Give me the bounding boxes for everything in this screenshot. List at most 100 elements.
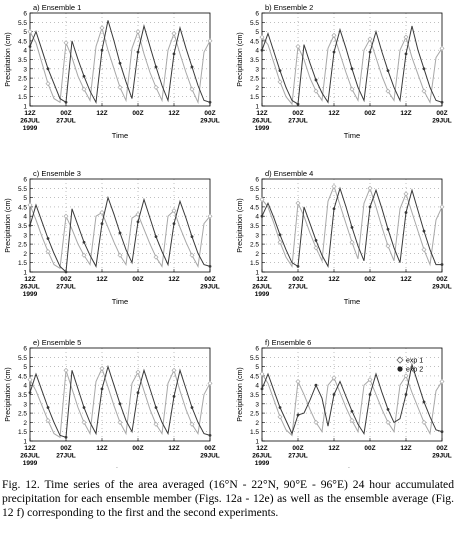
- y-tick-label: 2: [23, 251, 27, 258]
- data-point-exp1: [45, 418, 51, 424]
- y-tick-label: 4.5: [250, 373, 259, 380]
- y-tick-label: 2: [255, 251, 259, 258]
- x-tick-label: 12Z: [256, 110, 267, 117]
- data-point-exp1: [135, 29, 141, 35]
- data-point-exp1: [403, 191, 409, 197]
- data-point-exp1: [277, 79, 283, 85]
- data-point-exp2: [278, 233, 282, 237]
- data-point-exp2: [136, 220, 140, 224]
- y-tick-label: 3: [23, 66, 27, 73]
- y-tick-label: 6: [255, 177, 259, 184]
- y-tick-label: 2: [255, 420, 259, 427]
- panel-5: 11.522.533.544.555.5612Z26JUL199900Z27JU…: [5, 338, 220, 468]
- y-tick-label: 5: [23, 364, 27, 371]
- y-tick-label: 1: [255, 104, 259, 111]
- x-tick-label: 12Z: [168, 276, 179, 283]
- y-tick-label: 3: [23, 401, 27, 408]
- data-point-exp1: [439, 378, 445, 384]
- data-point-exp1: [117, 419, 123, 425]
- y-tick-label: 1: [255, 270, 259, 277]
- y-tick-label: 5: [255, 364, 259, 371]
- y-tick-label: 4.5: [18, 204, 27, 211]
- data-point-exp2: [404, 211, 408, 214]
- y-tick-label: 2: [23, 85, 27, 92]
- data-point-exp2: [422, 229, 426, 233]
- y-tick-label: 3: [255, 232, 259, 239]
- data-point-exp1: [313, 88, 319, 94]
- x-axis-label: Time: [344, 297, 360, 306]
- data-point-exp1: [81, 252, 87, 258]
- data-point-exp1: [277, 414, 283, 420]
- data-point-exp2: [82, 74, 86, 78]
- data-point-exp1: [259, 196, 265, 202]
- data-point-exp1: [153, 254, 159, 260]
- x-axis-label: Time: [344, 466, 360, 468]
- x-tick-label: 12Z: [328, 276, 339, 283]
- data-point-exp1: [277, 239, 283, 245]
- data-point-exp1: [45, 81, 51, 87]
- data-point-exp1: [331, 375, 337, 381]
- figure-12: 11.522.533.544.555.5612Z26JUL199900Z27JU…: [5, 3, 452, 468]
- data-point-exp2: [64, 270, 68, 274]
- y-tick-label: 3: [255, 66, 259, 73]
- y-tick-label: 3.5: [18, 57, 27, 64]
- data-point-exp1: [189, 86, 195, 92]
- data-point-exp2: [154, 65, 158, 69]
- x-tick-label: 12Z: [24, 445, 35, 452]
- data-point-exp2: [350, 67, 354, 71]
- data-point-exp1: [439, 45, 445, 51]
- data-point-exp1: [295, 200, 301, 206]
- data-point-exp2: [208, 100, 212, 104]
- data-point-exp1: [63, 367, 69, 373]
- data-point-exp1: [349, 239, 355, 245]
- data-point-exp1: [367, 36, 373, 42]
- data-point-exp1: [403, 34, 409, 40]
- y-tick-label: 4: [255, 383, 259, 390]
- data-point-exp2: [260, 48, 264, 52]
- data-point-exp1: [439, 204, 445, 210]
- data-point-exp1: [27, 202, 33, 208]
- data-point-exp1: [153, 84, 159, 90]
- y-axis-label: Precipitation (cm): [237, 32, 244, 86]
- data-point-exp1: [403, 373, 409, 379]
- y-tick-label: 3: [23, 232, 27, 239]
- x-tick-label: 27JUL: [56, 284, 76, 291]
- y-tick-label: 4: [255, 48, 259, 55]
- y-tick-label: 5: [23, 195, 27, 202]
- x-tick-label: 29JUL: [200, 284, 220, 291]
- data-point-exp1: [99, 25, 105, 31]
- data-point-exp1: [171, 30, 177, 36]
- x-tick-label: 12Z: [24, 276, 35, 283]
- data-point-exp2: [100, 222, 104, 226]
- y-tick-label: 1: [255, 439, 259, 446]
- x-tick-label: 1999: [23, 291, 38, 298]
- x-tick-label: 27JUL: [288, 284, 308, 291]
- data-point-exp2: [296, 265, 300, 268]
- y-axis-label: Precipitation (cm): [5, 198, 12, 252]
- x-tick-label: 12Z: [328, 445, 339, 452]
- legend-marker-exp2: [397, 366, 403, 372]
- x-tick-label: 12Z: [96, 276, 107, 283]
- legend-marker-exp1: [396, 356, 404, 364]
- data-point-exp1: [153, 421, 159, 427]
- y-tick-label: 5.5: [250, 20, 259, 27]
- y-axis-label: Precipitation (cm): [5, 32, 12, 86]
- x-axis-label: Time: [112, 466, 128, 468]
- x-tick-label: 26JUL: [20, 284, 40, 291]
- data-point-exp2: [296, 102, 300, 106]
- data-point-exp2: [332, 207, 336, 211]
- data-point-exp2: [440, 100, 444, 104]
- data-point-exp1: [81, 86, 87, 92]
- data-point-exp1: [207, 38, 213, 44]
- data-point-exp2: [386, 227, 390, 231]
- y-tick-label: 4: [255, 214, 259, 221]
- x-tick-label: 00Z: [436, 445, 447, 452]
- x-axis-label: Time: [112, 297, 128, 306]
- x-tick-label: 00Z: [204, 445, 215, 452]
- y-tick-label: 5.5: [18, 186, 27, 193]
- data-point-exp2: [314, 238, 318, 242]
- x-tick-label: 1999: [255, 125, 270, 132]
- data-point-exp2: [154, 235, 158, 239]
- data-point-exp2: [386, 69, 390, 73]
- y-tick-label: 5.5: [18, 355, 27, 362]
